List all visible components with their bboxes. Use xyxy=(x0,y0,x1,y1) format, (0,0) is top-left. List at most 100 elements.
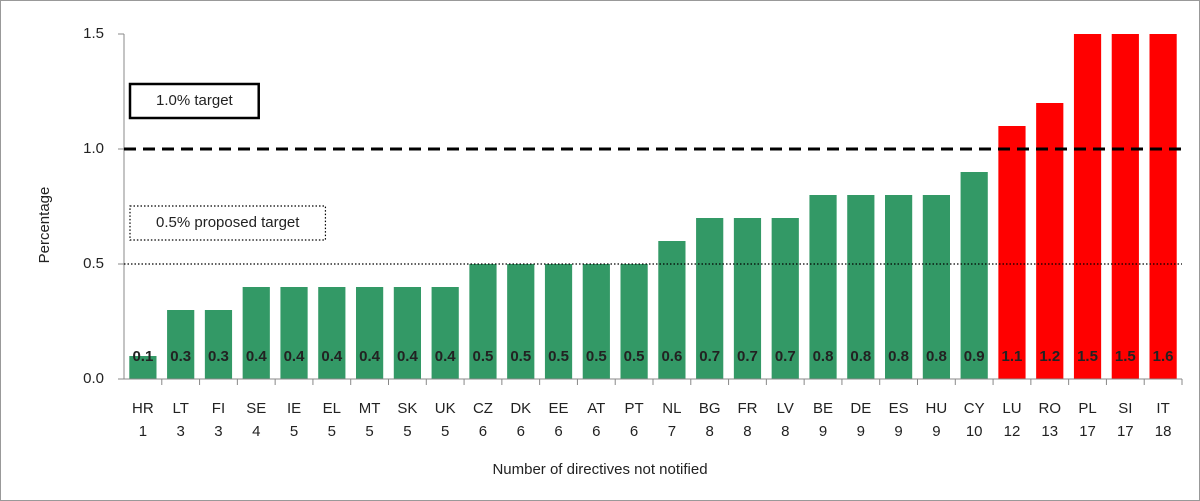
bar xyxy=(922,195,950,379)
y-tick-label: 1.0 xyxy=(83,140,104,157)
x-tick-sublabel: 6 xyxy=(517,423,525,440)
data-label: 1.2 xyxy=(1039,348,1060,365)
x-tick-label: CY xyxy=(964,400,985,417)
data-label: 0.6 xyxy=(661,348,682,365)
bar xyxy=(998,126,1026,379)
bar xyxy=(582,264,610,379)
data-label: 0.8 xyxy=(926,348,947,365)
x-tick-sublabel: 6 xyxy=(554,423,562,440)
x-tick-sublabel: 5 xyxy=(365,423,373,440)
x-tick-label: DK xyxy=(510,400,531,417)
reference-box xyxy=(128,82,260,120)
x-tick-sublabel: 8 xyxy=(743,423,751,440)
data-label: 0.5 xyxy=(586,348,607,365)
reference-label: 1.0% target xyxy=(156,92,234,109)
x-tick-label: LT xyxy=(172,400,188,417)
bar xyxy=(280,287,308,379)
x-tick-label: AT xyxy=(587,400,605,417)
x-tick-label: IE xyxy=(287,400,301,417)
bar xyxy=(167,310,195,379)
y-tick-label: 1.5 xyxy=(83,25,104,42)
x-tick-label: CZ xyxy=(473,400,493,417)
x-tick-sublabel: 5 xyxy=(403,423,411,440)
x-tick-sublabel: 7 xyxy=(668,423,676,440)
data-label: 0.4 xyxy=(435,348,457,365)
x-tick-label: HR xyxy=(132,400,154,417)
x-tick-sublabel: 17 xyxy=(1079,423,1096,440)
data-label: 0.5 xyxy=(473,348,494,365)
y-tick-label: 0.5 xyxy=(83,255,104,272)
bar xyxy=(885,195,913,379)
x-tick-sublabel: 12 xyxy=(1004,423,1021,440)
x-tick-label: IT xyxy=(1156,400,1169,417)
bar xyxy=(733,218,762,379)
x-tick-label: LV xyxy=(777,400,794,417)
bar xyxy=(431,287,459,379)
reference-box xyxy=(129,205,327,241)
bar xyxy=(847,195,875,379)
bar xyxy=(544,264,573,379)
x-tick-label: SE xyxy=(246,400,266,417)
data-label: 0.8 xyxy=(813,348,834,365)
data-label: 0.1 xyxy=(132,348,153,365)
x-tick-sublabel: 17 xyxy=(1117,423,1134,440)
x-tick-sublabel: 5 xyxy=(441,423,449,440)
bar xyxy=(620,264,648,379)
x-tick-sublabel: 5 xyxy=(328,423,336,440)
x-tick-label: BG xyxy=(699,400,721,417)
x-tick-sublabel: 1 xyxy=(139,423,147,440)
data-label: 0.4 xyxy=(284,348,306,365)
x-tick-label: MT xyxy=(359,400,381,417)
x-tick-sublabel: 6 xyxy=(592,423,600,440)
bar xyxy=(1111,34,1139,379)
x-tick-label: SK xyxy=(397,400,417,417)
bar xyxy=(318,287,346,379)
reference-label: 0.5% proposed target xyxy=(156,214,300,231)
data-label: 0.4 xyxy=(397,348,419,365)
x-tick-label: PL xyxy=(1078,400,1096,417)
x-tick-sublabel: 10 xyxy=(966,423,983,440)
bar xyxy=(204,310,233,379)
x-tick-label: UK xyxy=(435,400,456,417)
x-tick-label: LU xyxy=(1002,400,1021,417)
data-label: 0.8 xyxy=(850,348,871,365)
data-label: 0.8 xyxy=(888,348,909,365)
x-tick-sublabel: 9 xyxy=(857,423,865,440)
bar xyxy=(1149,34,1177,379)
bar xyxy=(771,218,799,379)
x-axis-title: Number of directives not notified xyxy=(492,461,707,478)
bar xyxy=(809,195,837,379)
data-label: 0.4 xyxy=(321,348,343,365)
data-label: 0.4 xyxy=(359,348,381,365)
bar xyxy=(469,264,497,379)
x-tick-label: PT xyxy=(625,400,644,417)
x-tick-sublabel: 9 xyxy=(932,423,940,440)
x-tick-label: SI xyxy=(1118,400,1132,417)
data-label: 0.4 xyxy=(246,348,268,365)
bar xyxy=(393,287,421,379)
bar xyxy=(1036,103,1064,379)
x-tick-sublabel: 8 xyxy=(781,423,789,440)
x-tick-sublabel: 4 xyxy=(252,423,260,440)
bars xyxy=(129,34,1177,379)
x-tick-label: FI xyxy=(212,400,225,417)
x-tick-label: BE xyxy=(813,400,833,417)
x-tick-sublabel: 6 xyxy=(630,423,638,440)
bar xyxy=(960,172,988,379)
data-label: 1.6 xyxy=(1153,348,1174,365)
bar xyxy=(129,356,157,379)
data-label: 1.5 xyxy=(1077,348,1098,365)
x-tick-label: HU xyxy=(926,400,948,417)
bar xyxy=(356,287,384,379)
x-tick-label: RO xyxy=(1039,400,1062,417)
data-label: 1.5 xyxy=(1115,348,1136,365)
data-label: 0.5 xyxy=(624,348,645,365)
y-axis-title: Percentage xyxy=(36,187,53,264)
x-tick-label: EL xyxy=(323,400,341,417)
data-label: 0.7 xyxy=(699,348,720,365)
x-tick-sublabel: 3 xyxy=(177,423,185,440)
x-tick-sublabel: 6 xyxy=(479,423,487,440)
x-tick-sublabel: 8 xyxy=(706,423,714,440)
x-tick-label: ES xyxy=(889,400,909,417)
